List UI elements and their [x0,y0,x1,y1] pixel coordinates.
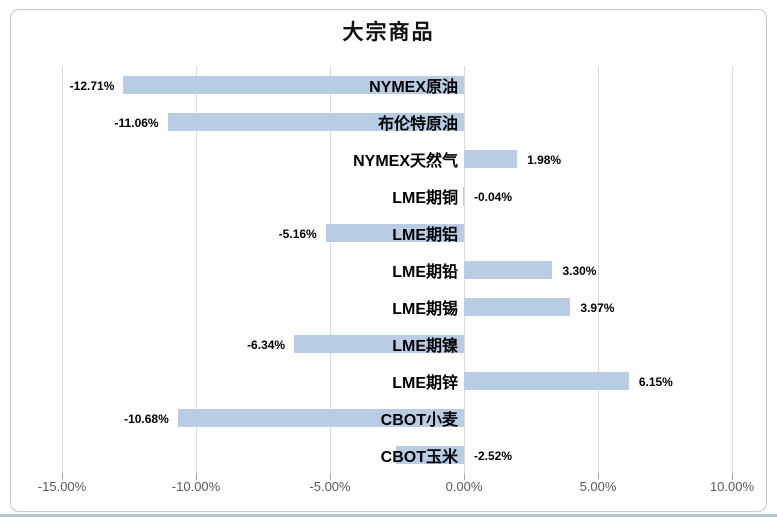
axis-tick [598,474,599,480]
value-label: -12.71% [69,78,115,93]
x-axis-tick-label: 10.00% [709,479,755,494]
axis-tick [732,474,733,480]
x-axis-tick-label: 5.00% [579,479,617,494]
category-label: NYMEX原油 [369,78,458,96]
value-label: -2.52% [474,449,513,464]
category-label: LME期铅 [392,264,458,281]
chart-title: 大宗商品 [342,19,435,44]
gridline [330,66,331,474]
value-label: 3.97% [580,301,615,316]
axis-tick [196,474,197,480]
plot-area: NYMEX原油 -12.71% 布伦特原油 -11.06% NYMEX天然气 1.98% L… [62,66,733,480]
bar [462,186,464,205]
bar [167,112,464,131]
category-label: CBOT玉米 [380,449,458,467]
bar [294,335,464,354]
value-label: 3.30% [562,264,597,278]
value-label: -10.68% [124,412,169,427]
x-axis-tick-label: 0.00% [445,479,483,494]
x-axis-tick-label: -15.00% [37,479,87,494]
bar [177,409,464,428]
gridline [196,66,197,474]
bar [123,75,464,94]
axis-tick [62,474,63,480]
value-label: -0.04% [474,189,513,204]
gridline [732,66,733,474]
category-label: LME期锡 [392,301,458,319]
category-label: 布伦特原油 [377,115,458,133]
value-label: -5.16% [278,226,317,241]
category-label: NYMEX天然气 [353,152,458,170]
category-label: LME期铜 [392,189,458,207]
value-label: 6.15% [638,375,673,390]
category-label: LME期铝 [392,226,458,244]
x-axis-tick-label: -5.00% [309,479,351,494]
bar [396,446,464,465]
axis-tick [330,474,331,480]
bar [325,223,464,242]
bar [464,149,518,168]
bar [464,298,571,317]
value-label: -6.34% [247,338,286,353]
category-label: LME期锌 [392,375,458,393]
axis-tick [464,474,465,480]
bottom-divider-line [0,514,777,517]
bar [464,372,629,391]
category-label: CBOT小麦 [380,412,458,430]
gridline [598,66,599,474]
gridline [62,66,63,474]
value-label: -11.06% [114,115,159,130]
bar [464,261,553,279]
value-label: 1.98% [527,152,562,167]
category-label: LME期镍 [392,338,458,356]
x-axis-tick-label: -10.00% [171,479,221,494]
